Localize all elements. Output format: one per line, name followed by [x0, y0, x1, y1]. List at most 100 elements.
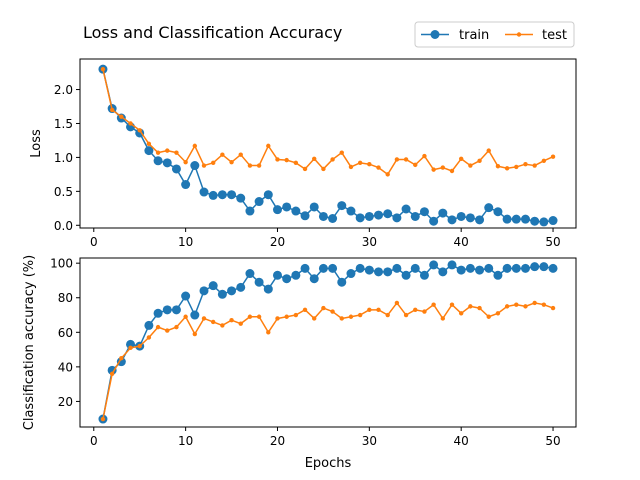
accuracy-train-point: [346, 269, 356, 279]
accuracy-x-tick-label: 40: [454, 434, 469, 448]
loss-test-point: [100, 66, 106, 72]
accuracy-test-point: [514, 302, 519, 307]
accuracy-test-point: [119, 356, 124, 361]
accuracy-test-point: [293, 312, 299, 318]
accuracy-train-point: [162, 305, 172, 315]
legend: train test: [414, 21, 575, 48]
loss-x-tick-label: 40: [454, 235, 469, 249]
loss-test-point: [109, 107, 115, 113]
loss-axes-frame: [79, 58, 577, 229]
accuracy-train-point: [144, 320, 154, 330]
accuracy-test-point: [312, 316, 317, 321]
accuracy-train-point: [530, 262, 540, 272]
loss-x-tick-label: 20: [270, 235, 285, 249]
loss-train-point: [190, 161, 200, 171]
loss-test-point: [210, 160, 216, 166]
accuracy-train-point: [392, 263, 402, 273]
accuracy-train-point: [153, 308, 163, 318]
loss-y-tick-label: 1.0: [54, 151, 73, 165]
accuracy-test-point: [458, 311, 464, 316]
accuracy-train-point: [465, 263, 475, 273]
loss-train-point: [245, 206, 255, 216]
accuracy-test-point: [541, 302, 547, 307]
accuracy-test-point: [137, 343, 142, 349]
loss-test-point: [275, 157, 280, 162]
loss-test-point: [468, 163, 473, 168]
legend-test-label: test: [542, 28, 567, 43]
loss-train-point: [520, 214, 530, 224]
loss-test-point: [312, 156, 317, 161]
loss-test-point: [458, 156, 464, 161]
accuracy-train-point: [548, 263, 558, 273]
accuracy-train-point: [493, 270, 503, 280]
loss-train-point: [328, 214, 338, 223]
loss-train-point: [153, 156, 163, 166]
legend-frame: [414, 21, 575, 48]
loss-test-point: [119, 114, 124, 119]
accuracy-train-point: [116, 357, 126, 367]
loss-train-point: [272, 205, 282, 215]
loss-test-point: [422, 153, 427, 159]
accuracy-test-point: [183, 314, 188, 319]
loss-train-point: [456, 211, 466, 221]
loss-train-point: [208, 190, 218, 200]
accuracy-train-point: [419, 270, 429, 280]
loss-train-point: [282, 202, 292, 212]
accuracy-test-point: [275, 316, 280, 321]
accuracy-train-point: [364, 265, 374, 275]
loss-train-point: [144, 146, 154, 156]
accuracy-test-point: [109, 371, 115, 376]
accuracy-train-point: [171, 305, 181, 315]
loss-test-point: [192, 143, 198, 149]
loss-test-point: [229, 159, 234, 165]
loss-train-point: [263, 190, 273, 200]
accuracy-test-point: [468, 304, 473, 309]
accuracy-train-point: [383, 267, 393, 277]
accuracy-test-point: [532, 300, 537, 306]
accuracy-x-tick-label: 20: [270, 434, 285, 448]
loss-test-point: [155, 150, 161, 155]
loss-train-point: [383, 209, 393, 219]
accuracy-test-point: [367, 307, 372, 313]
loss-test-point: [413, 162, 418, 168]
accuracy-test-point: [495, 311, 501, 316]
accuracy-train-point: [181, 291, 191, 301]
accuracy-test-point: [247, 314, 253, 319]
loss-test-point: [321, 166, 326, 172]
accuracy-test-point: [100, 416, 106, 422]
loss-y-tick-label: 2.0: [54, 83, 73, 97]
accuracy-train-point: [199, 286, 209, 296]
legend-test-marker: [516, 32, 522, 37]
loss-test-point: [293, 160, 299, 166]
accuracy-train-point: [337, 277, 347, 287]
loss-test-point: [284, 157, 289, 163]
loss-test-point: [266, 143, 271, 149]
loss-x-tick-label: 50: [545, 235, 560, 249]
loss-train-point: [410, 211, 420, 221]
loss-test-point: [238, 152, 243, 157]
accuracy-train-point: [208, 281, 218, 291]
accuracy-axes-frame: [79, 257, 577, 428]
loss-test-point: [220, 152, 225, 157]
loss-train-point: [539, 217, 549, 227]
accuracy-x-tick-label: 50: [545, 434, 560, 448]
loss-test-point: [330, 157, 335, 162]
loss-test-point: [128, 121, 133, 126]
chart-title: Loss and Classification Accuracy: [83, 23, 342, 42]
accuracy-tick-group: 0 10 20 30 40 50 20 40 60 80 100: [50, 257, 561, 448]
accuracy-train-point: [539, 262, 549, 272]
loss-test-point: [403, 157, 409, 162]
accuracy-plot: Classification accuracy (%) Epochs 0 10 20…: [22, 255, 577, 471]
accuracy-y-tick-label: 20: [58, 395, 73, 409]
accuracy-train-point: [355, 263, 365, 273]
loss-train-point: [355, 213, 365, 223]
accuracy-test-point: [220, 323, 225, 328]
accuracy-y-axis-label: Classification accuracy (%): [22, 255, 37, 430]
loss-test-point: [477, 158, 482, 164]
accuracy-test-point: [413, 307, 418, 313]
loss-test-point: [174, 150, 179, 155]
accuracy-test-point: [339, 316, 344, 321]
accuracy-train-point: [126, 339, 136, 349]
accuracy-train-point: [254, 277, 264, 287]
accuracy-train-point: [282, 274, 292, 284]
